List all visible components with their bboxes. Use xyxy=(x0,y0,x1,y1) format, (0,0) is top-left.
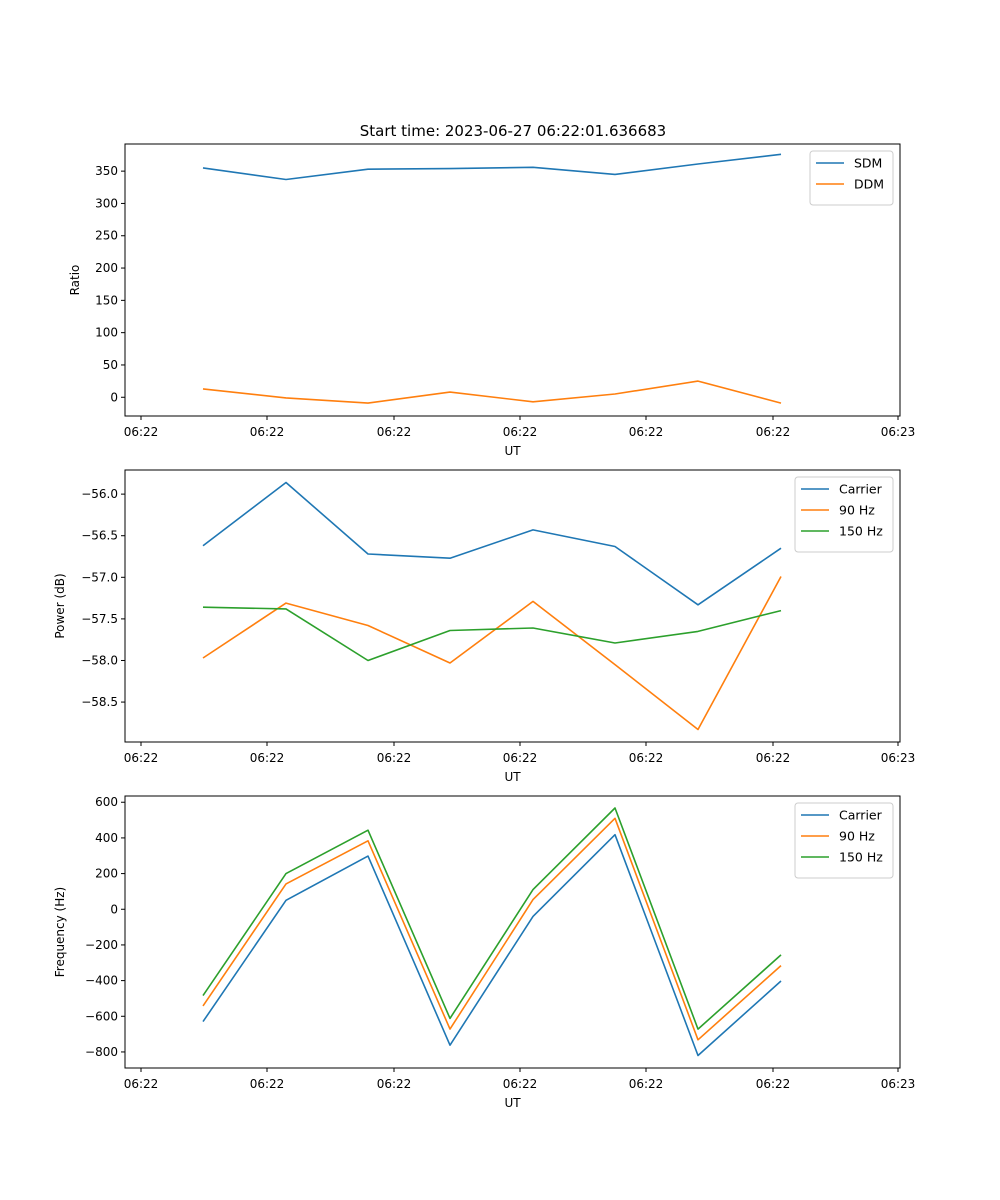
y-tick-label: −800 xyxy=(85,1045,118,1059)
x-tick-label: 06:22 xyxy=(756,425,791,439)
y-tick-label: −400 xyxy=(85,974,118,988)
y-tick-label: 250 xyxy=(95,229,118,243)
y-tick-label: 200 xyxy=(95,867,118,881)
panels: 06:22 06:22 06:22 06:22 06:22 06:22 06:23 0 50 10… xyxy=(53,143,916,1110)
x-tick-label: 06:23 xyxy=(881,751,916,765)
y-axis-label: Power (dB) xyxy=(53,573,67,638)
y-tick-label: −57.0 xyxy=(81,570,118,584)
x-axis-label: UT xyxy=(504,444,521,458)
x-tick-label: 06:22 xyxy=(756,1077,791,1091)
legend-label: 90 Hz xyxy=(839,829,875,844)
x-tick-label: 06:22 xyxy=(250,751,285,765)
legend-label: 150 Hz xyxy=(839,850,883,865)
y-axis-label: Frequency (Hz) xyxy=(53,887,67,978)
plot-frame xyxy=(124,143,901,417)
x-tick-label: 06:22 xyxy=(377,425,412,439)
legend: Carrier 90 Hz 150 Hz xyxy=(794,802,894,879)
legend-box xyxy=(794,476,894,553)
x-axis-label: UT xyxy=(504,770,521,784)
legend-label: SDM xyxy=(854,156,882,171)
x-axis-label: UT xyxy=(504,1096,521,1110)
x-tick-label: 06:22 xyxy=(377,751,412,765)
x-tick-label: 06:22 xyxy=(377,1077,412,1091)
legend-box xyxy=(794,802,894,879)
legend: SDM DDM xyxy=(809,150,894,206)
legend-box xyxy=(809,150,894,206)
y-tick-label: 400 xyxy=(95,831,118,845)
x-tick-label: 06:22 xyxy=(629,1077,664,1091)
series-line-carrier xyxy=(202,481,782,606)
legend-label: DDM xyxy=(854,177,884,192)
figure-title: Start time: 2023-06-27 06:22:01.636683 xyxy=(360,122,666,140)
legend-label: Carrier xyxy=(839,808,883,823)
x-tick-label: 06:22 xyxy=(503,751,538,765)
x-tick-label: 06:22 xyxy=(629,425,664,439)
x-tick-label: 06:22 xyxy=(124,425,159,439)
legend: Carrier 90 Hz 150 Hz xyxy=(794,476,894,553)
legend-label: 90 Hz xyxy=(839,503,875,518)
y-tick-label: −58.5 xyxy=(81,695,118,709)
legend-label: 150 Hz xyxy=(839,524,883,539)
chart-panel-2: 06:22 06:22 06:22 06:22 06:22 06:22 06:23 −58.5… xyxy=(53,469,916,784)
plot-frame xyxy=(124,795,901,1069)
legend-label: Carrier xyxy=(839,482,883,497)
x-tick-label: 06:22 xyxy=(250,425,285,439)
y-tick-label: 0 xyxy=(110,390,118,404)
y-tick-label: 300 xyxy=(95,196,118,210)
chart-panel-1: 06:22 06:22 06:22 06:22 06:22 06:22 06:23 0 50 10… xyxy=(68,143,916,458)
y-tick-label: −200 xyxy=(85,938,118,952)
x-tick-label: 06:22 xyxy=(124,751,159,765)
x-tick-label: 06:22 xyxy=(756,751,791,765)
series-line-90-hz xyxy=(202,576,782,731)
y-tick-label: −56.0 xyxy=(81,487,118,501)
y-tick-label: 50 xyxy=(103,358,118,372)
y-axis-label: Ratio xyxy=(68,265,82,296)
y-tick-label: −58.0 xyxy=(81,653,118,667)
x-tick-label: 06:22 xyxy=(629,751,664,765)
plot-frame xyxy=(124,469,901,743)
x-tick-label: 06:22 xyxy=(503,425,538,439)
x-tick-label: 06:22 xyxy=(250,1077,285,1091)
chart-panel-3: 06:22 06:22 06:22 06:22 06:22 06:22 06:23 −800 −… xyxy=(53,795,915,1110)
y-tick-label: 350 xyxy=(95,164,118,178)
series-line-ddm xyxy=(202,380,782,404)
series-line-90-hz xyxy=(202,817,782,1041)
series-line-150-hz xyxy=(202,807,782,1030)
y-tick-label: 150 xyxy=(95,293,118,307)
y-tick-label: 200 xyxy=(95,261,118,275)
series-line-150-hz xyxy=(202,606,782,662)
x-tick-label: 06:23 xyxy=(881,1077,916,1091)
y-tick-label: −600 xyxy=(85,1009,118,1023)
series-line-sdm xyxy=(202,153,782,181)
y-tick-label: −57.5 xyxy=(81,612,118,626)
y-tick-label: 0 xyxy=(110,902,118,916)
y-tick-label: 600 xyxy=(95,795,118,809)
y-tick-label: 100 xyxy=(95,326,118,340)
x-tick-label: 06:23 xyxy=(881,425,916,439)
x-tick-label: 06:22 xyxy=(503,1077,538,1091)
series-line-carrier xyxy=(202,833,782,1057)
y-tick-label: −56.5 xyxy=(81,529,118,543)
x-tick-label: 06:22 xyxy=(124,1077,159,1091)
